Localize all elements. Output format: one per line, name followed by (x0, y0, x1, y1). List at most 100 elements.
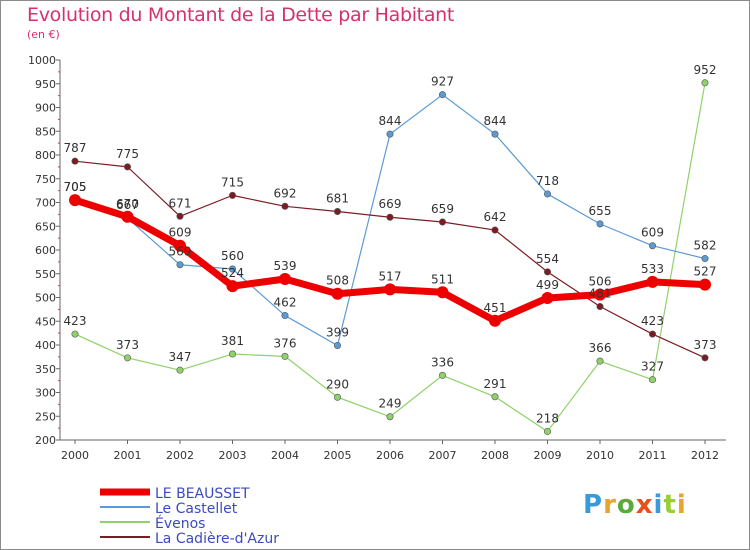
legend-label: LE BEAUSSET (155, 486, 250, 502)
data-point (438, 218, 446, 226)
y-tick-label: 350 (35, 363, 56, 376)
data-label: 671 (169, 196, 192, 210)
y-tick-label: 450 (35, 315, 56, 328)
data-label: 609 (641, 226, 664, 240)
data-label: 952 (694, 63, 717, 77)
data-point (281, 202, 289, 210)
data-point (386, 213, 394, 221)
data-label: 499 (536, 278, 559, 292)
data-label: 554 (536, 252, 559, 266)
y-tick-label: 500 (35, 292, 56, 305)
data-label: 423 (64, 314, 87, 328)
data-point (648, 242, 656, 250)
data-label: 373 (694, 338, 717, 352)
data-label: 927 (431, 75, 454, 89)
data-label: 218 (536, 411, 559, 425)
data-point (229, 265, 237, 273)
data-point (541, 291, 554, 304)
data-point (543, 427, 551, 435)
data-label: 399 (326, 325, 349, 339)
data-point (491, 393, 499, 401)
data-point (229, 191, 237, 199)
data-label: 533 (641, 262, 664, 276)
data-point (333, 393, 341, 401)
data-point (648, 376, 656, 384)
data-point (174, 239, 186, 252)
data-point (701, 354, 709, 362)
data-label: 527 (694, 265, 717, 279)
data-label: 336 (431, 355, 454, 369)
data-label: 366 (589, 341, 612, 355)
data-point (229, 350, 237, 358)
data-point (226, 280, 239, 293)
data-label: 373 (116, 338, 139, 352)
y-tick-label: 1000 (28, 54, 56, 67)
data-label: 787 (64, 141, 87, 155)
data-label: 347 (169, 350, 192, 364)
y-tick-label: 800 (35, 149, 56, 162)
data-point (71, 330, 79, 338)
data-label: 705 (64, 180, 87, 194)
data-label: 462 (274, 296, 297, 310)
data-label: 670 (116, 197, 139, 211)
y-tick-label: 850 (35, 125, 56, 138)
data-point (281, 352, 289, 360)
data-label: 705 (64, 180, 87, 194)
data-point (279, 272, 291, 285)
data-point (491, 226, 499, 234)
data-label: 669 (379, 197, 402, 211)
y-tick-label: 650 (35, 220, 56, 233)
x-tick-label: 2001 (114, 449, 142, 462)
data-label: 291 (484, 377, 507, 391)
y-tick-label: 700 (35, 197, 56, 210)
data-point (596, 303, 604, 311)
y-tick-label: 600 (35, 244, 56, 257)
data-label: 524 (221, 266, 244, 280)
y-tick-label: 400 (35, 339, 56, 352)
data-label: 481 (589, 287, 612, 301)
x-tick-label: 2007 (429, 449, 457, 462)
x-tick-label: 2003 (219, 449, 247, 462)
data-point (438, 371, 446, 379)
data-label: 844 (379, 114, 402, 128)
proxiti-logo: Proxiti (583, 490, 687, 520)
data-point (333, 341, 341, 349)
data-label: 655 (589, 204, 612, 218)
x-tick-label: 2004 (271, 449, 299, 462)
data-label: 718 (536, 174, 559, 188)
x-tick-label: 2009 (534, 449, 562, 462)
data-point (281, 312, 289, 320)
data-label: 511 (431, 272, 454, 286)
data-point (124, 354, 132, 362)
data-label: 609 (169, 226, 192, 240)
x-tick-label: 2000 (61, 449, 89, 462)
x-tick-label: 2002 (166, 449, 194, 462)
data-point (438, 91, 446, 99)
data-label: 539 (274, 259, 297, 273)
data-label: 508 (326, 274, 349, 288)
data-point (543, 190, 551, 198)
data-label: 451 (484, 301, 507, 315)
data-label: 506 (589, 275, 612, 289)
data-point (701, 255, 709, 263)
data-point (71, 157, 79, 165)
data-label: 423 (641, 314, 664, 328)
y-tick-label: 200 (35, 434, 56, 447)
x-tick-label: 2010 (586, 449, 614, 462)
x-tick-label: 2005 (324, 449, 352, 462)
data-point (333, 208, 341, 216)
data-label: 659 (431, 202, 454, 216)
data-label: 517 (379, 269, 402, 283)
data-point (646, 275, 659, 288)
x-tick-label: 2006 (376, 449, 404, 462)
data-point (331, 287, 344, 300)
y-tick-label: 750 (35, 173, 56, 186)
data-point (491, 130, 499, 138)
data-point (489, 314, 501, 327)
chart-unit-label: (en €) (27, 28, 60, 41)
data-point (594, 288, 606, 301)
data-label: 681 (326, 192, 349, 206)
data-label: 775 (116, 147, 139, 161)
data-label: 376 (274, 336, 297, 350)
data-point (124, 163, 132, 171)
